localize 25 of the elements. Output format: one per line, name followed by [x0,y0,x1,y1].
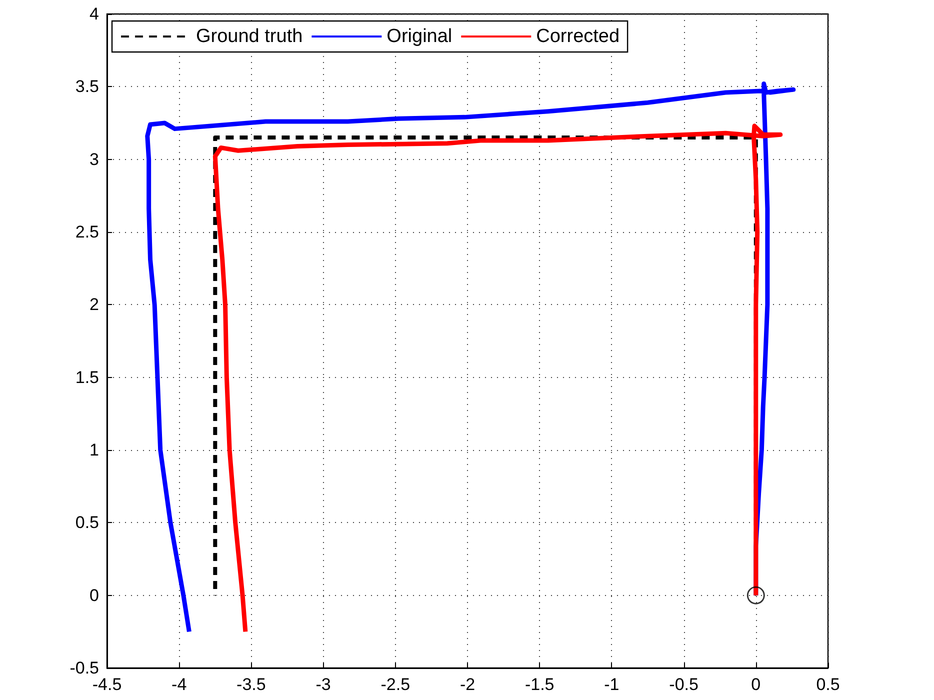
y-tick-label: 1.5 [75,368,99,387]
line-series [145,82,796,634]
x-tick-label: -4 [172,675,187,694]
y-tick-label: 1 [90,440,99,460]
x-tick-label: -3.5 [236,675,266,694]
x-tick-label: 0.5 [816,675,840,694]
legend-label: Corrected [536,26,620,47]
y-tick-label: 0.5 [75,513,99,532]
x-tick-label: -4.5 [92,675,122,694]
y-tick-label: 0 [90,586,99,605]
legend-label: Original [386,26,452,47]
y-tick-label: 4 [90,4,99,24]
y-tick-label: 3 [90,150,99,169]
y-tick-label: -0.5 [70,658,99,678]
x-tick-label: -1 [604,675,620,694]
y-tick-label: 2 [90,295,99,314]
legend-label: Ground truth [196,26,303,47]
x-tick-label: 0 [751,675,761,694]
x-tick-label: -0.5 [669,675,698,694]
y-tick-label: 2.5 [75,222,99,242]
x-tick-label: -2 [460,675,476,694]
x-tick-label: -2.5 [380,675,410,694]
x-tick-label: -1.5 [524,675,554,694]
x-tick-label: -3 [316,675,331,694]
y-tick-label: 3.5 [75,77,99,96]
